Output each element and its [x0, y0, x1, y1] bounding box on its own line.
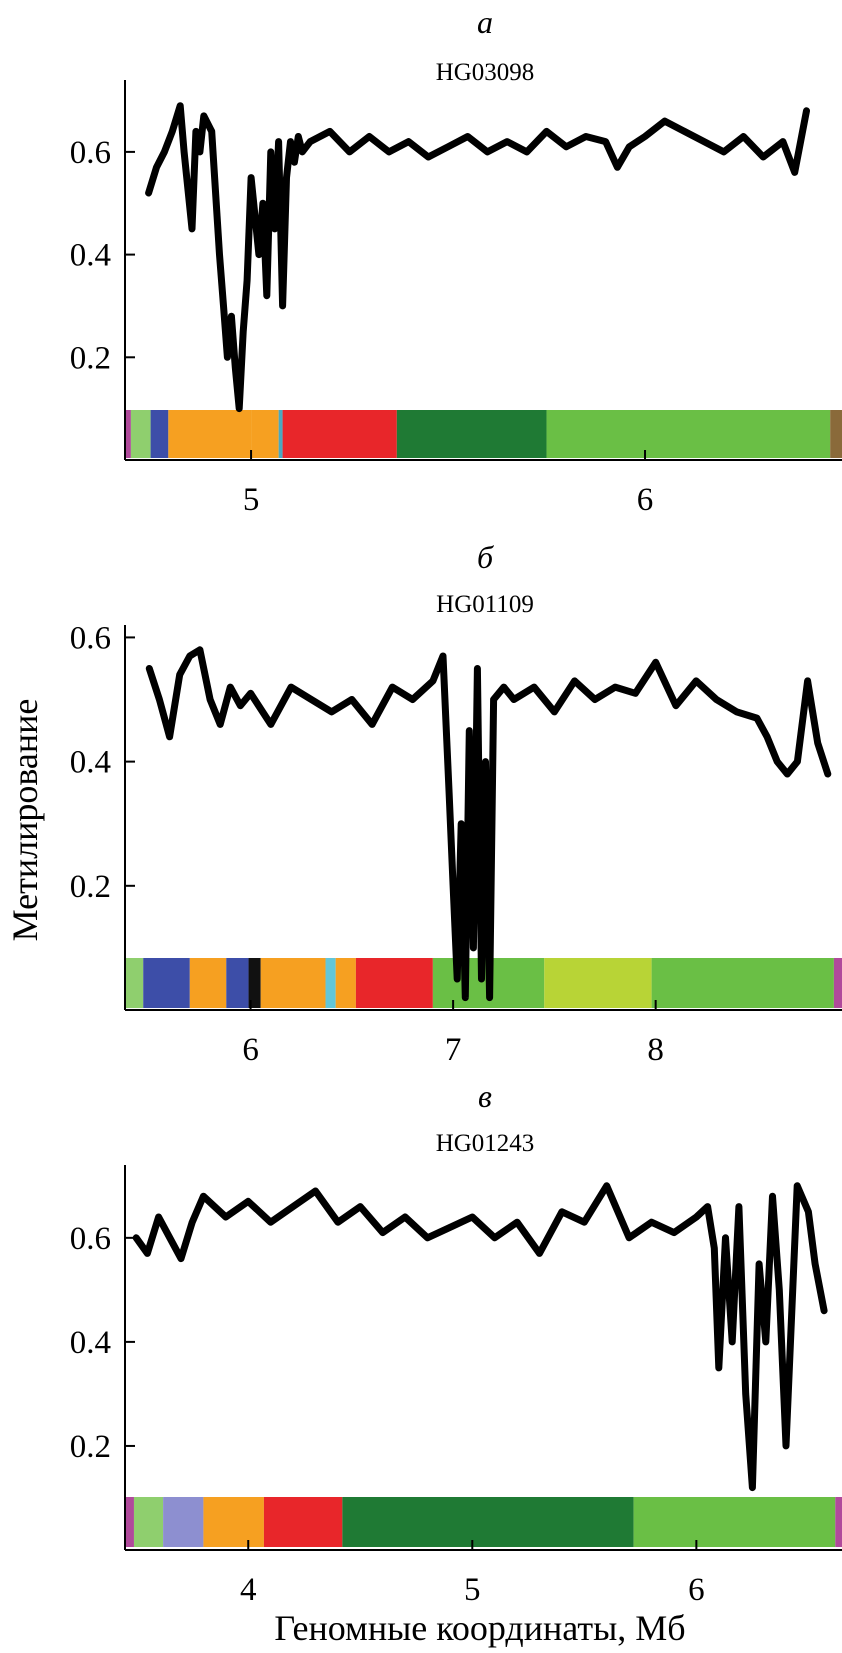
color-band-segment — [546, 410, 831, 458]
x-tick-label: 7 — [445, 1032, 462, 1068]
color-band-segment — [125, 410, 131, 458]
panel-a-title: HG03098 — [436, 59, 535, 86]
methylation-series-line — [145, 646, 832, 1002]
color-band-segment — [833, 958, 842, 1008]
x-axis-title: Геномные координаты, Мб — [274, 1608, 685, 1648]
color-band-segment — [544, 958, 652, 1008]
panel-a: а HG03098 0.2 0.4 0.6 5 6 — [70, 4, 842, 518]
y-axis-title: Метилирование — [5, 699, 45, 942]
color-band-segment — [282, 410, 397, 458]
methylation-series-line — [145, 102, 810, 413]
color-band-segment — [278, 410, 283, 458]
panel-c: в HG01243 0.2 0.4 0.6 4 5 6 — [70, 1078, 842, 1608]
panel-c-letter: в — [478, 1078, 492, 1114]
y-tick-label: 0.6 — [70, 135, 111, 171]
panel-a-plot: 0.2 0.4 0.6 5 6 — [70, 80, 842, 518]
y-tick-label: 0.2 — [70, 869, 111, 905]
x-tick-label: 8 — [647, 1032, 664, 1068]
color-band-segment — [396, 410, 547, 458]
x-tick-label: 4 — [240, 1572, 257, 1608]
x-tick-label: 5 — [464, 1572, 481, 1608]
y-tick-label: 0.6 — [70, 620, 111, 656]
color-band-segment — [143, 958, 190, 1008]
color-band-segment — [130, 410, 151, 458]
color-band-segment — [260, 958, 326, 1008]
color-band-segment — [651, 958, 834, 1008]
y-tick-label: 0.4 — [70, 745, 111, 781]
x-tick-label: 6 — [637, 482, 654, 518]
color-band-segment — [150, 410, 169, 458]
panel-b: б HG01109 0.2 0.4 0.6 6 7 8 — [70, 539, 842, 1068]
color-band-segment — [203, 1497, 264, 1547]
y-tick-label: 0.4 — [70, 238, 111, 274]
x-tick-label: 6 — [688, 1572, 705, 1608]
color-band-segment — [263, 1497, 343, 1547]
color-band-segment — [633, 1497, 836, 1547]
methylation-series-line — [132, 1182, 828, 1492]
color-band-segment — [335, 958, 356, 1008]
color-band-segment — [168, 410, 252, 458]
color-band-segment — [248, 958, 261, 1008]
color-band-segment — [251, 410, 279, 458]
panel-b-plot: 0.2 0.4 0.6 6 7 8 — [70, 620, 842, 1068]
x-tick-label: 5 — [243, 482, 260, 518]
panel-b-letter: б — [477, 539, 494, 575]
color-band-segment — [226, 958, 249, 1008]
panel-b-title: HG01109 — [436, 591, 534, 618]
color-band-segment — [163, 1497, 204, 1547]
color-band-segment — [125, 958, 144, 1008]
panel-a-letter: а — [477, 4, 493, 40]
color-band-segment — [830, 410, 842, 458]
x-tick-label: 6 — [242, 1032, 259, 1068]
y-tick-label: 0.2 — [70, 1429, 111, 1465]
color-band-segment — [125, 1497, 134, 1547]
y-tick-label: 0.4 — [70, 1325, 111, 1361]
color-band-segment — [189, 958, 227, 1008]
panel-c-title: HG01243 — [436, 1130, 535, 1157]
y-tick-label: 0.2 — [70, 340, 111, 376]
color-band-segment — [342, 1497, 634, 1547]
y-tick-label: 0.6 — [70, 1221, 111, 1257]
color-band-segment — [355, 958, 433, 1008]
color-band-segment — [325, 958, 336, 1008]
color-band-segment — [133, 1497, 164, 1547]
color-band-segment — [835, 1497, 842, 1547]
panel-c-plot: 0.2 0.4 0.6 4 5 6 — [70, 1165, 842, 1608]
